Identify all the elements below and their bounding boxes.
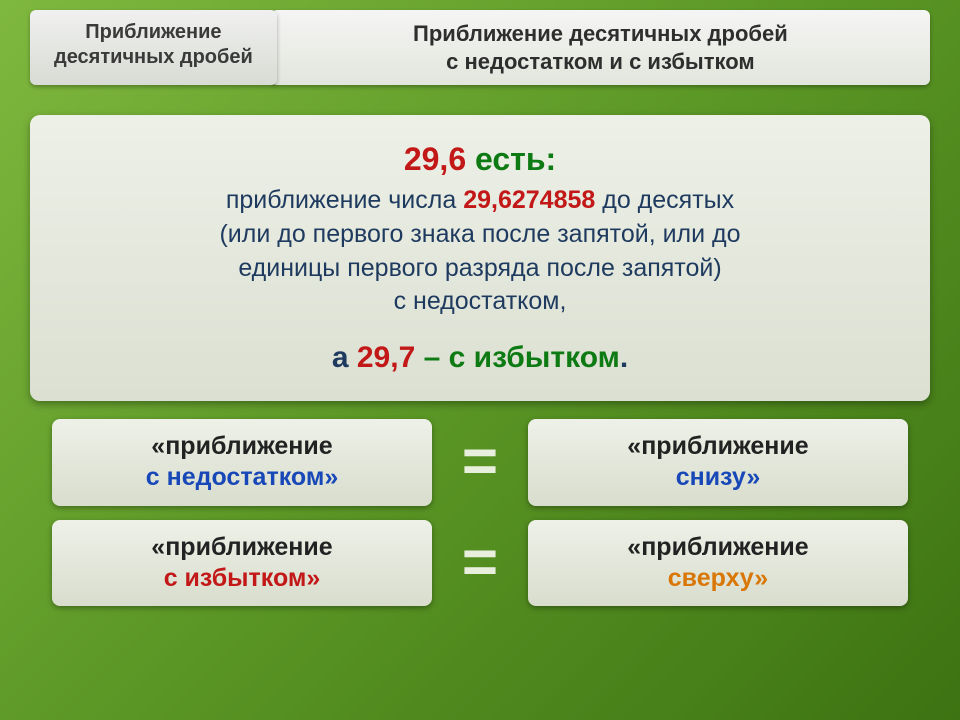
- body-line3: единицы первого разряда после запятой): [238, 254, 721, 282]
- r1-left-l1: «приближение: [151, 432, 332, 460]
- main-title-num: 29,6: [404, 141, 466, 177]
- body-pre: приближение числа: [226, 186, 463, 214]
- box-approx-excess: «приближение с избытком»: [52, 520, 432, 607]
- hl-post: – с избытком: [415, 341, 620, 374]
- main-explanation-box: 29,6 есть: приближение числа 29,6274858 …: [30, 115, 930, 401]
- main-title-word: есть:: [466, 141, 556, 177]
- r2-right-l2: сверху»: [668, 564, 768, 592]
- body-num: 29,6274858: [463, 186, 595, 214]
- header-main-title: Приближение десятичных дробей с недостат…: [271, 10, 930, 85]
- hl-pre: а: [332, 341, 357, 374]
- header-small-title: Приближение десятичных дробей: [30, 10, 277, 85]
- equivalence-row-2: «приближение с избытком» = «приближение …: [30, 520, 930, 607]
- r2-left-l1: «приближение: [151, 533, 332, 561]
- header-right-line2: с недостатком и с избытком: [446, 49, 754, 74]
- body-line2: (или до первого знака после запятой, или…: [219, 220, 740, 248]
- box-approx-below: «приближение снизу»: [528, 419, 908, 506]
- equals-sign-2: =: [450, 532, 510, 594]
- r1-right-l2: снизу»: [676, 463, 761, 491]
- main-body-text: приближение числа 29,6274858 до десятых …: [62, 184, 898, 319]
- r2-right-l1: «приближение: [627, 533, 808, 561]
- r2-left-l2: с избытком»: [164, 564, 321, 592]
- body-post: до десятых: [595, 186, 734, 214]
- r1-left-l2: с недостатком»: [146, 463, 338, 491]
- box-approx-above: «приближение сверху»: [528, 520, 908, 607]
- header-left-line1: Приближение: [85, 21, 221, 43]
- header-left-line2: десятичных дробей: [54, 46, 253, 68]
- r1-right-l1: «приближение: [627, 432, 808, 460]
- header: Приближение десятичных дробей Приближени…: [0, 0, 960, 85]
- main-title: 29,6 есть:: [62, 141, 898, 178]
- hl-num: 29,7: [357, 341, 415, 374]
- header-right-line1: Приближение десятичных дробей: [413, 21, 788, 46]
- equivalence-row-1: «приближение с недостатком» = «приближен…: [30, 419, 930, 506]
- hl-dot: .: [620, 341, 628, 374]
- body-line4: с недостатком,: [394, 287, 567, 315]
- equals-sign-1: =: [450, 431, 510, 493]
- main-highlight: а 29,7 – с избытком.: [62, 341, 898, 375]
- box-approx-deficit: «приближение с недостатком»: [52, 419, 432, 506]
